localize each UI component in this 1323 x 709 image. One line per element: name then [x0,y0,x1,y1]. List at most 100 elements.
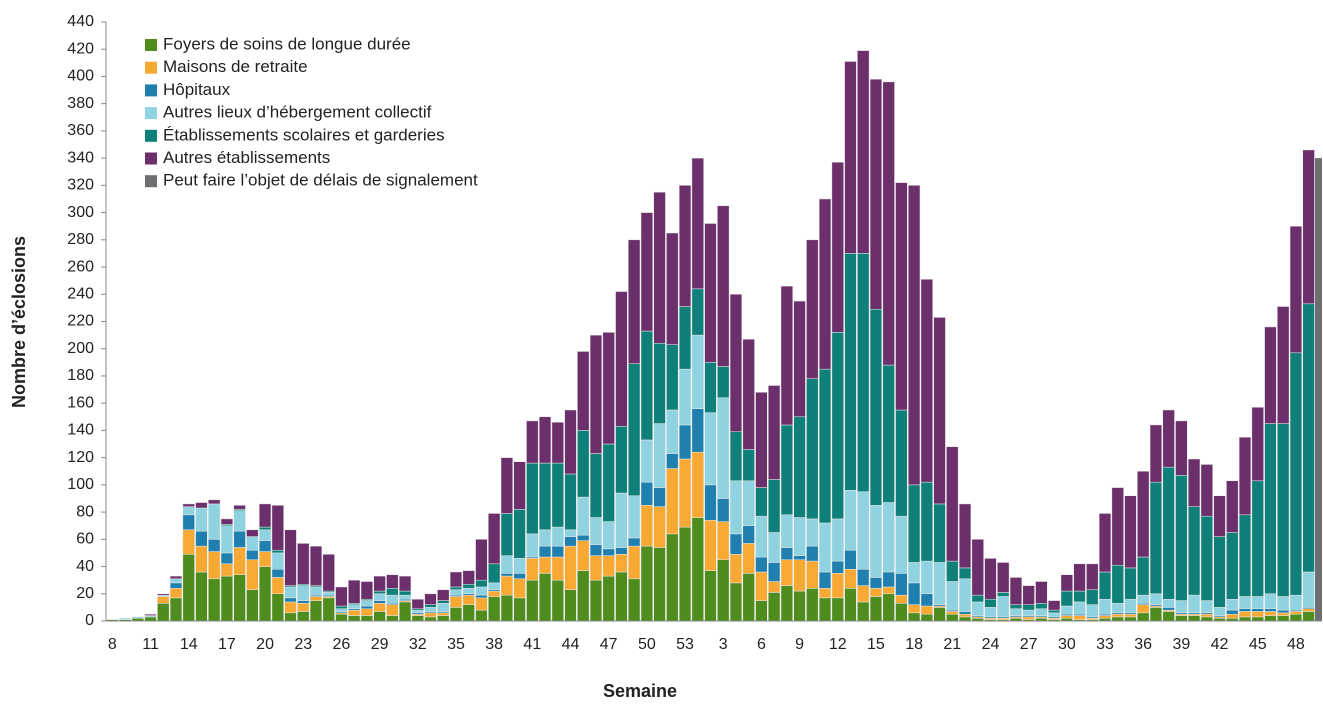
bar-segment [538,545,552,558]
bar-segment [309,545,323,586]
bar-segment [742,573,755,622]
bar-segment [933,562,946,605]
bar-segment [157,596,170,604]
legend-swatch [145,129,157,142]
bar-segment [666,232,679,345]
bar-segment [984,598,997,608]
bar-segment [449,571,463,588]
x-tick-label: 24 [982,636,1000,653]
bar-segment [780,514,793,548]
bar-segment [462,570,475,585]
bar-segment [704,520,717,571]
bar-segment [144,613,157,616]
bar-segment [869,78,883,310]
bar-segment [1162,598,1175,608]
bar-segment [589,555,603,581]
bar-segment [449,586,463,590]
bar-segment [831,518,844,562]
bar-segment [806,518,819,547]
bar-segment [1251,616,1264,622]
bar-segment [895,515,908,574]
bar-segment [513,558,526,574]
bar-segment [271,593,284,622]
bar-segment [577,496,590,536]
legend-label: Peut faire l’objet de délais de signalem… [163,171,478,190]
bar-segment [602,555,615,577]
bar-segment [755,556,768,573]
bar-segment [602,548,615,556]
bar-segment [233,547,246,575]
bar-segment [615,492,628,548]
bar-segment [717,521,730,560]
bar-segment [182,506,195,516]
x-tick-label: 38 [485,636,503,653]
bar-segment [1187,594,1201,614]
bar-segment [258,526,272,531]
bar-segment [488,590,501,597]
bar-segment [386,615,399,622]
bar-segment [195,571,208,622]
bar-segment [946,446,959,562]
bar-segment [246,529,259,537]
bar-segment [526,462,539,535]
bar-segment [488,513,501,565]
bar-segment [526,579,539,622]
bar-segment [946,613,959,622]
bar-segment [857,585,870,603]
bar-segment [678,185,692,307]
bar-segment [831,597,844,622]
bar-segment [755,600,768,622]
bar-segment [1187,506,1201,596]
bar-segment [1047,612,1061,618]
bar-segment [958,613,972,618]
y-tick-label: 260 [67,258,94,275]
bar-segment [908,185,921,486]
legend-label: Foyers de soins de longue durée [163,34,411,53]
bar-segment [208,499,221,505]
bar-segment [628,495,641,539]
bar-segment [1111,564,1124,604]
bar-segment [1213,536,1226,608]
bar-segment [1264,593,1277,609]
bar-segment [564,529,577,537]
x-tick-label: 3 [719,636,728,653]
bar-segment [246,549,259,560]
bar-segment [1009,604,1023,609]
bar-segment [920,613,933,622]
bar-segment [844,490,857,551]
bar-segment [1022,609,1035,616]
bar-segment [169,597,183,622]
bar-segment [997,592,1010,597]
bar-segment [691,451,704,518]
x-tick-label: 26 [333,636,351,653]
y-tick-label: 60 [76,531,94,548]
bar-segment [1175,420,1188,476]
bar-segment [411,598,424,609]
bar-segment [551,545,564,558]
bar-segment [729,431,743,482]
bar-segment [818,368,832,524]
bar-segment [1251,608,1264,612]
bar-segment [538,416,552,464]
bar-segment [208,551,221,580]
bar-segment [411,615,424,622]
bar-segment [742,338,755,450]
bar-segment [488,596,501,622]
bar-segment [908,582,921,605]
y-tick-label: 120 [67,449,94,466]
bar-segment [398,594,412,600]
bar-segment [818,571,832,589]
bar-segment [602,332,615,445]
bar-segment [1073,615,1086,620]
bar-segment [513,509,526,559]
bar-segment [1098,571,1112,600]
bar-segment [1213,607,1226,616]
bar-segment [768,581,781,593]
bar-segment [1277,423,1290,597]
bar-segment [1200,616,1213,622]
bar-segment [729,533,743,555]
bar-segment [424,607,437,612]
bar-segment [424,612,437,618]
bar-segment [169,578,183,584]
bar-segment [1264,423,1277,595]
